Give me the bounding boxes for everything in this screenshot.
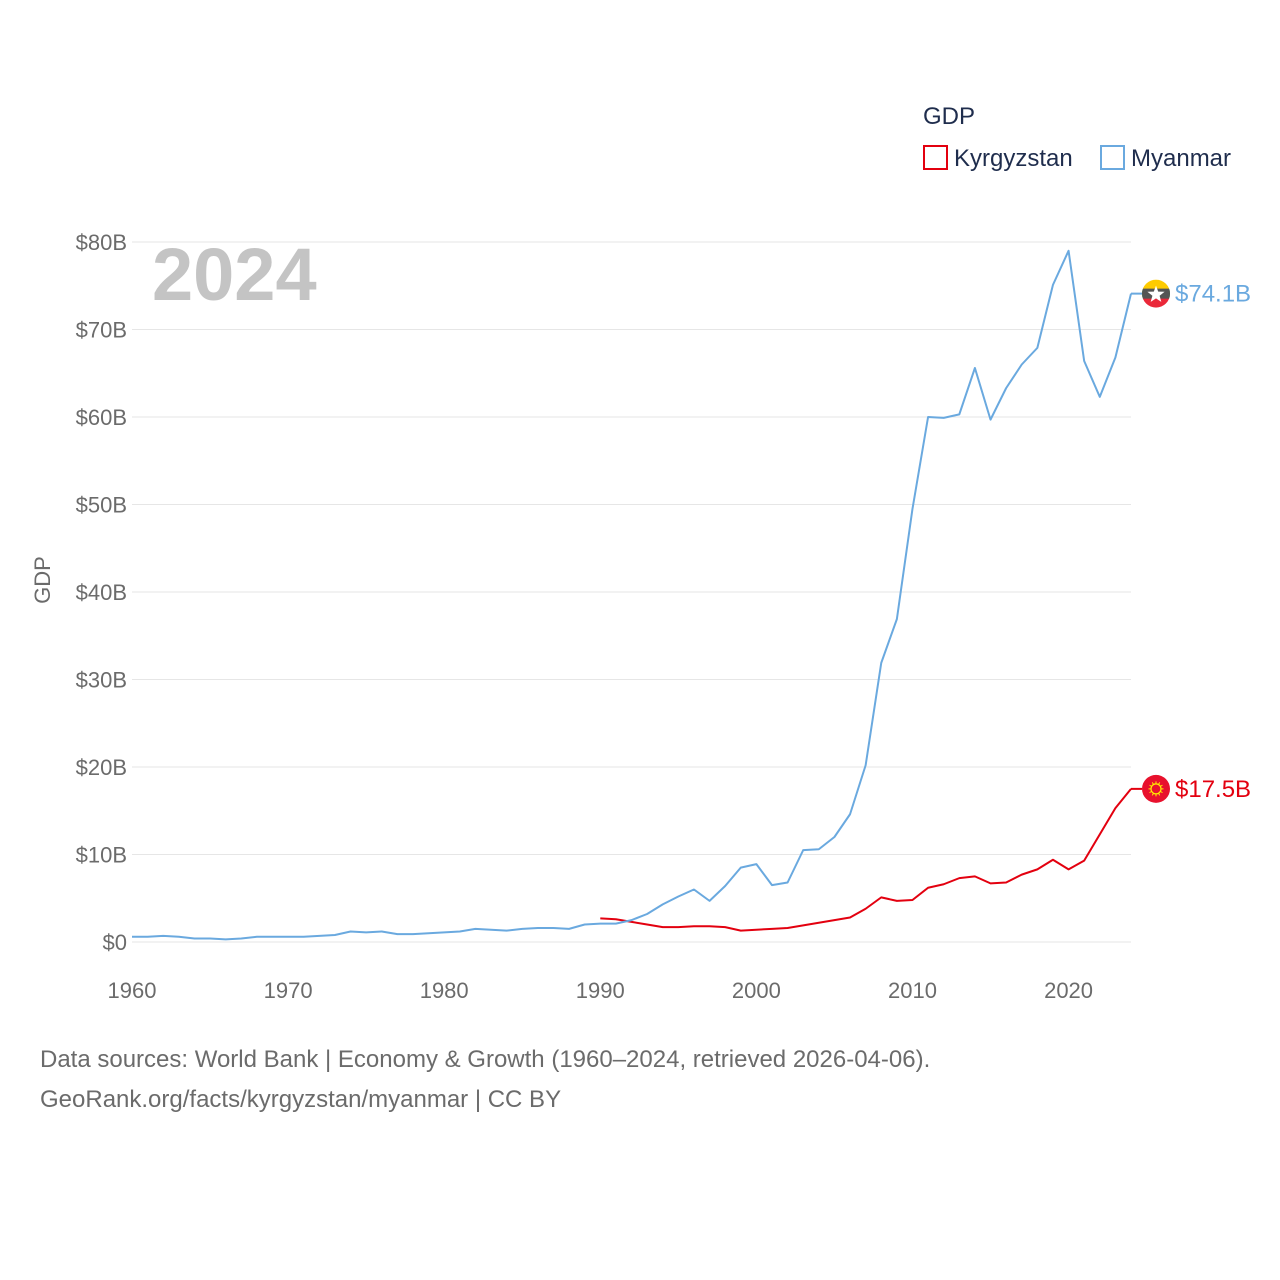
legend-label-myanmar: Myanmar <box>1131 145 1231 172</box>
legend-item-myanmar[interactable]: Myanmar <box>1100 145 1231 172</box>
x-tick-label: 2010 <box>888 978 937 1003</box>
grid-lines <box>132 241 1131 943</box>
x-tick-label: 1960 <box>108 978 157 1003</box>
y-tick-label: $40B <box>76 580 127 605</box>
series-line-myanmar <box>132 249 1132 941</box>
myanmar-flag-icon <box>1142 279 1170 308</box>
x-tick-label: 2020 <box>1044 978 1093 1003</box>
kyrgyzstan-flag-icon <box>1142 774 1170 803</box>
x-tick-label: 2000 <box>732 978 781 1003</box>
legend-item-kyrgyzstan[interactable]: Kyrgyzstan <box>923 145 1073 172</box>
series-lines <box>132 249 1132 941</box>
y-tick-label: $10B <box>76 843 127 868</box>
y-tick-label: $50B <box>76 493 127 518</box>
y-tick-label: $20B <box>76 755 127 780</box>
x-axis-ticks: 1960 1970 1980 1990 2000 2010 2020 <box>108 978 1094 1003</box>
x-tick-label: 1980 <box>420 978 469 1003</box>
x-tick-label: 1990 <box>576 978 625 1003</box>
data-source-note: Data sources: World Bank | Economy & Gro… <box>40 1040 930 1120</box>
year-label: 2024 <box>152 233 317 316</box>
x-tick-label: 1970 <box>264 978 313 1003</box>
legend-label-kyrgyzstan: Kyrgyzstan <box>954 145 1073 172</box>
end-label-kyrgyzstan: $17.5B <box>1175 776 1251 803</box>
legend: GDP Kyrgyzstan Myanmar <box>923 103 1231 172</box>
legend-swatch-myanmar <box>1100 145 1125 170</box>
end-label-myanmar: $74.1B <box>1175 281 1251 308</box>
series-line-kyrgyzstan <box>600 788 1132 932</box>
y-tick-label: $70B <box>76 318 127 343</box>
end-markers: $17.5B $74.1B <box>1131 279 1251 803</box>
y-tick-label: $30B <box>76 668 127 693</box>
y-tick-label: $0 <box>103 930 127 955</box>
y-tick-label: $60B <box>76 405 127 430</box>
source-line-2[interactable]: GeoRank.org/facts/kyrgyzstan/myanmar | C… <box>40 1086 562 1113</box>
y-axis-ticks: $0 $10B $20B $30B $40B $50B $60B $70B $80B <box>76 230 127 955</box>
legend-swatch-kyrgyzstan <box>923 145 948 170</box>
y-axis-title: GDP <box>30 556 55 604</box>
source-line-1: Data sources: World Bank | Economy & Gro… <box>40 1046 931 1073</box>
y-tick-label: $80B <box>76 230 127 255</box>
legend-title: GDP <box>923 103 975 130</box>
